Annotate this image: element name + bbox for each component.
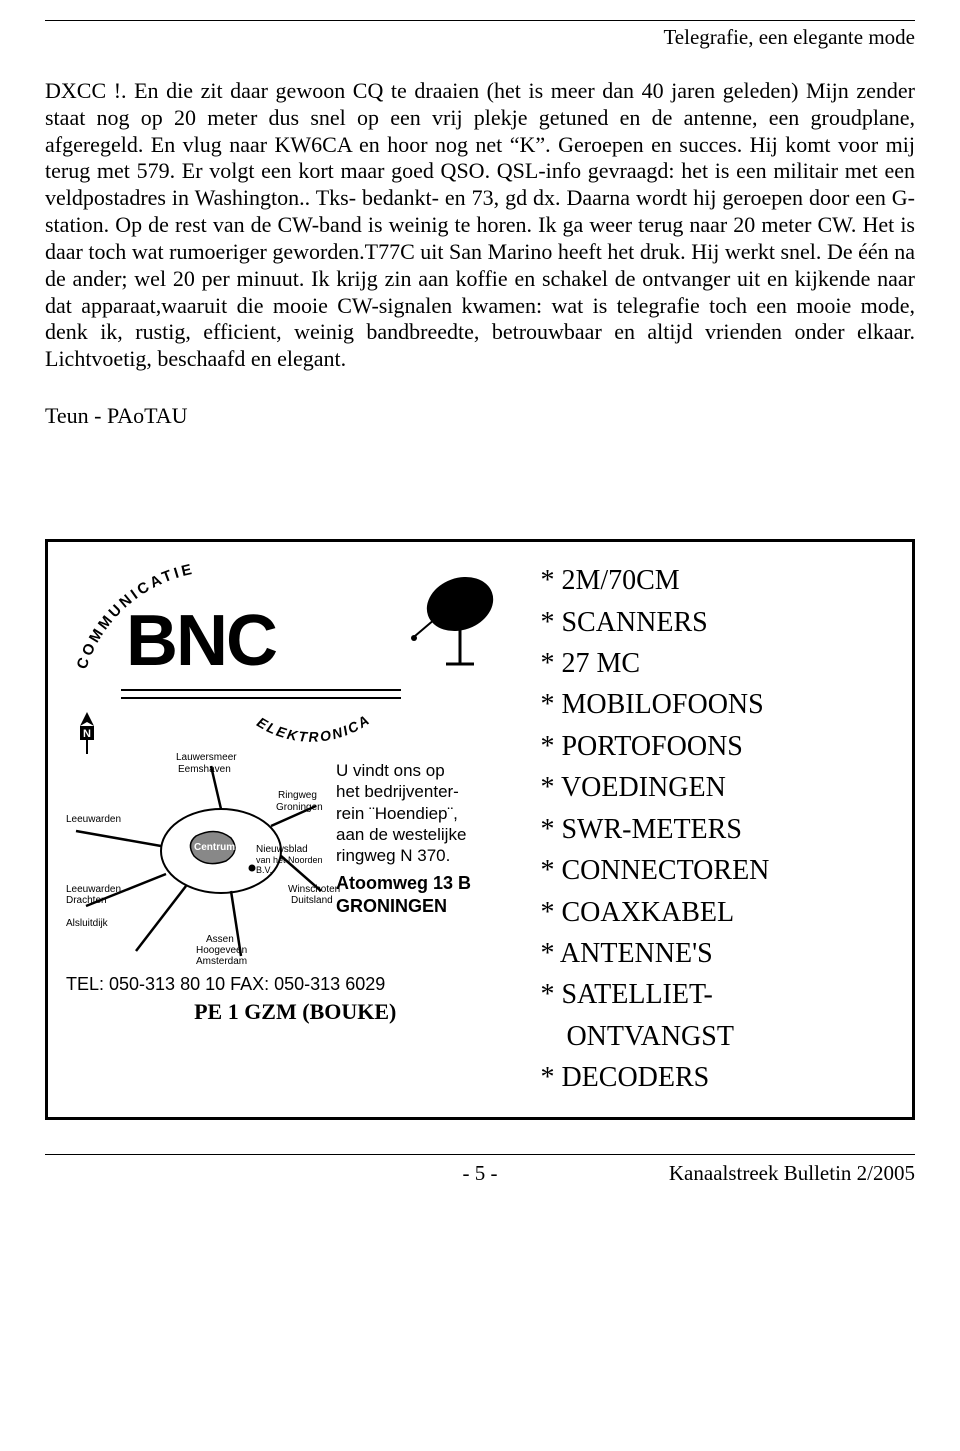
addr-city: GRONINGEN xyxy=(336,895,471,918)
product-item: * 2M/70CM xyxy=(540,560,884,601)
addr-line1: U vindt ons op xyxy=(336,760,471,781)
body-paragraph: DXCC !. En die zit daar gewoon CQ te dra… xyxy=(45,78,915,373)
author-line: Teun - PAoTAU xyxy=(45,403,915,429)
bnc-logo-area: COMMUNICATIE ELEKTRONICA BNC xyxy=(66,560,524,760)
advert-callsign: PE 1 GZM (BOUKE) xyxy=(66,999,524,1025)
map-label-groningen: Groningen xyxy=(276,802,323,813)
map-label-drachten: Drachten xyxy=(66,895,107,906)
page: Telegrafie, een elegante mode DXCC !. En… xyxy=(0,0,960,1206)
header-rule xyxy=(45,20,915,21)
map-label-centrum: Centrum xyxy=(194,842,235,853)
map-label-leeuwarden2: Leeuwarden xyxy=(66,884,121,895)
footer-page: - 5 - xyxy=(332,1161,628,1186)
product-item: * CONNECTOREN xyxy=(540,850,884,891)
map-area: Lauwersmeer Eemshaven Leeuwarden Ringweg… xyxy=(66,756,326,966)
addr-street: Atoomweg 13 B xyxy=(336,872,471,895)
map-label-alsluitdijk: Alsluitdijk xyxy=(66,918,108,929)
advert-right: * 2M/70CM * SCANNERS * 27 MC * MOBILOFOO… xyxy=(540,560,884,1099)
map-label-nieuwsblad1: Nieuwsblad xyxy=(256,844,308,855)
bnc-brand: BNC xyxy=(126,600,276,682)
footer-pub: Kanaalstreek Bulletin 2/2005 xyxy=(628,1161,915,1186)
map-label-duitsland: Duitsland xyxy=(291,895,333,906)
map-label-lauwersmeer: Lauwersmeer xyxy=(176,752,237,763)
dish-icon xyxy=(390,564,500,674)
svg-text:N: N xyxy=(83,728,91,740)
product-item: * MOBILOFOONS xyxy=(540,684,884,725)
advert-left: COMMUNICATIE ELEKTRONICA BNC xyxy=(66,560,524,1099)
advert-contact: TEL: 050-313 80 10 FAX: 050-313 6029 xyxy=(66,974,524,995)
footer-rule xyxy=(45,1154,915,1155)
north-marker: N xyxy=(72,710,102,761)
product-item: * VOEDINGEN xyxy=(540,767,884,808)
product-item: * PORTOFOONS xyxy=(540,726,884,767)
product-item: * SWR-METERS xyxy=(540,809,884,850)
product-list: * 2M/70CM * SCANNERS * 27 MC * MOBILOFOO… xyxy=(540,560,884,1099)
map-label-ringweg: Ringweg xyxy=(278,790,317,801)
map-label-amsterdam: Amsterdam xyxy=(196,956,247,967)
addr-line4: aan de westelijke xyxy=(336,824,471,845)
map-label-hoogeveen: Hoogeveen xyxy=(196,945,247,956)
advert-box: COMMUNICATIE ELEKTRONICA BNC xyxy=(45,539,915,1120)
map-label-leeuwarden: Leeuwarden xyxy=(66,814,121,825)
addr-line2: het bedrijventer- xyxy=(336,781,471,802)
header-title: Telegrafie, een elegante mode xyxy=(45,25,915,50)
addr-line3: rein ¨Hoendiep¨, xyxy=(336,803,471,824)
product-item: * COAXKABEL xyxy=(540,892,884,933)
product-item: * SATELLIET- xyxy=(540,974,884,1015)
product-item: * DECODERS xyxy=(540,1057,884,1098)
product-item: * ANTENNE'S xyxy=(540,933,884,974)
product-item: * SCANNERS xyxy=(540,602,884,643)
advert-address: U vindt ons op het bedrijventer- rein ¨H… xyxy=(336,760,471,917)
footer: - 5 - Kanaalstreek Bulletin 2/2005 xyxy=(45,1161,915,1186)
addr-line5: ringweg N 370. xyxy=(336,845,471,866)
map-label-eemshaven: Eemshaven xyxy=(178,764,231,775)
svg-text:ELEKTRONICA: ELEKTRONICA xyxy=(254,711,373,745)
product-item: ONTVANGST xyxy=(540,1016,884,1057)
product-item: * 27 MC xyxy=(540,643,884,684)
map-label-winschoten: Winschoten xyxy=(288,884,340,895)
curve-bottom-text: ELEKTRONICA xyxy=(254,711,373,745)
map-label-nieuwsblad2: van het Noorden B.V. xyxy=(256,855,326,875)
map-label-assen: Assen xyxy=(206,934,234,945)
